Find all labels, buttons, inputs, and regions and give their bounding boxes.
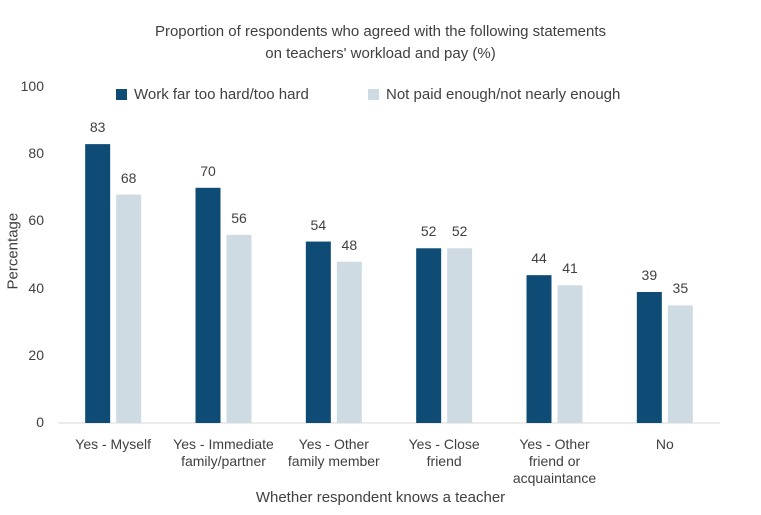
bar-series-0-0 — [85, 144, 111, 423]
data-label: 83 — [89, 119, 106, 136]
legend-swatch-not-paid — [368, 89, 379, 100]
x-tick-label-line: Yes - Other — [519, 436, 590, 452]
bar-series-1-1 — [226, 234, 252, 423]
x-tick-label: No — [610, 436, 720, 453]
x-tick-label-line: friend — [426, 453, 462, 469]
y-tick-label: 60 — [28, 212, 44, 229]
data-label: 52 — [451, 223, 468, 240]
bar-series-0-1 — [195, 187, 221, 423]
bars-group — [85, 144, 693, 423]
x-tick-label: Yes - Other friend or acquaintance — [500, 436, 610, 487]
x-tick-label: Yes - Immediate family/partner — [169, 436, 279, 470]
x-tick-label-line: Yes - Immediate — [173, 436, 274, 452]
x-tick-label-line: friend or — [528, 453, 581, 469]
legend-swatch-work-hard — [116, 89, 127, 100]
x-axis-title: Whether respondent knows a teacher — [255, 489, 506, 506]
legend-label-work-hard: Work far too hard/too hard — [134, 86, 309, 103]
x-tick-label: Yes - Close friend — [389, 436, 499, 470]
data-label: 39 — [641, 266, 658, 283]
legend-label-not-paid: Not paid enough/not nearly enough — [386, 86, 621, 103]
x-tick-label-line: acquaintance — [512, 470, 597, 486]
bar-series-0-3 — [416, 248, 442, 423]
bar-series-1-5 — [667, 305, 693, 423]
y-tick-label: 40 — [28, 279, 44, 296]
data-label: 54 — [310, 216, 327, 233]
bar-series-0-2 — [305, 241, 331, 423]
bar-series-0-4 — [526, 275, 552, 423]
x-tick-label: Yes - Myself — [58, 436, 168, 453]
y-axis-title: Percentage — [4, 212, 22, 290]
data-label: 56 — [231, 209, 247, 226]
bar-series-0-5 — [636, 291, 662, 423]
x-tick-label-line: Yes - Other — [298, 436, 369, 452]
x-tick-label-line: family/partner — [181, 453, 266, 469]
data-label: 68 — [120, 169, 137, 186]
bar-series-1-0 — [116, 194, 142, 423]
y-tick-label: 0 — [36, 414, 44, 430]
x-tick-label-line: family member — [287, 453, 380, 469]
data-label: 35 — [672, 280, 689, 297]
y-tick-label: 80 — [28, 145, 44, 162]
data-label: 70 — [200, 162, 216, 179]
y-tick-label: 20 — [28, 346, 44, 363]
data-label: 48 — [341, 236, 358, 253]
x-tick-label-line: Yes - Myself — [75, 436, 152, 452]
bar-series-1-3 — [447, 248, 473, 423]
bar-series-1-2 — [336, 261, 362, 423]
data-label: 41 — [562, 260, 578, 277]
chart-title-line-2: on teachers' workload and pay (%) — [265, 45, 496, 62]
data-label: 52 — [420, 223, 437, 240]
x-tick-label-line: No — [655, 436, 674, 452]
chart-title-line-1: Proportion of respondents who agreed wit… — [154, 23, 607, 40]
legend-item-not-paid: Not paid enough/not nearly enough — [368, 86, 620, 103]
data-label: 44 — [531, 250, 547, 267]
x-tick-label-line: Yes - Close — [408, 436, 480, 452]
x-tick-label: Yes - Other family member — [279, 436, 389, 470]
legend-item-work-hard: Work far too hard/too hard — [116, 86, 309, 103]
bar-series-1-4 — [557, 285, 583, 423]
y-tick-label: 100 — [20, 78, 44, 94]
